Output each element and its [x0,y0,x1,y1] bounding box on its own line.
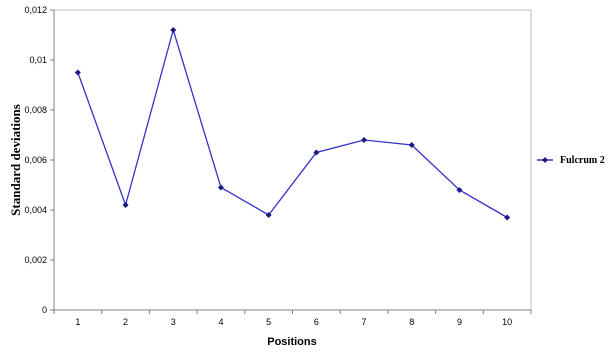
legend: Fulcrum 2 [537,155,605,166]
y-tick-label: 0 [42,305,47,315]
x-tick-label: 3 [171,317,176,327]
plot-border [53,9,532,311]
y-tick-label: 0,006 [24,155,47,165]
series-layer [74,26,511,221]
x-tick-label: 5 [266,317,271,327]
y-axis-title: Standard deviations [8,104,23,216]
x-tick-label: 8 [409,317,414,327]
x-ticks: 1 2 3 4 5 6 7 8 9 10 [53,310,532,327]
x-tick-label: 6 [314,317,319,327]
y-tick-label: 0,012 [24,5,47,15]
legend-marker [542,157,548,163]
y-tick-label: 0,008 [24,105,47,115]
data-point [408,141,415,149]
data-point [74,69,81,76]
data-point [361,136,368,144]
y-ticks: 0 0,002 0,004 0,006 0,008 0,01 0,012 [24,5,54,315]
x-tick-label: 7 [362,317,367,327]
x-axis-title: Positions [267,336,317,348]
y-tick-label: 0,002 [24,255,47,265]
data-point [456,186,463,194]
data-point [265,211,272,219]
x-tick-label: 4 [218,317,223,327]
data-point [122,201,129,209]
data-point [217,184,224,191]
y-tick-label: 0,01 [29,55,47,65]
data-point [504,214,511,221]
x-tick-label: 10 [502,317,512,327]
plot-area [53,9,532,311]
x-tick-label: 1 [75,317,80,327]
legend-label: Fulcrum 2 [560,155,605,166]
y-tick-label: 0,004 [24,205,47,215]
data-point [170,26,177,34]
x-tick-label: 9 [457,317,462,327]
x-tick-label: 2 [123,317,128,327]
series-line [77,27,508,219]
data-point [313,149,320,156]
